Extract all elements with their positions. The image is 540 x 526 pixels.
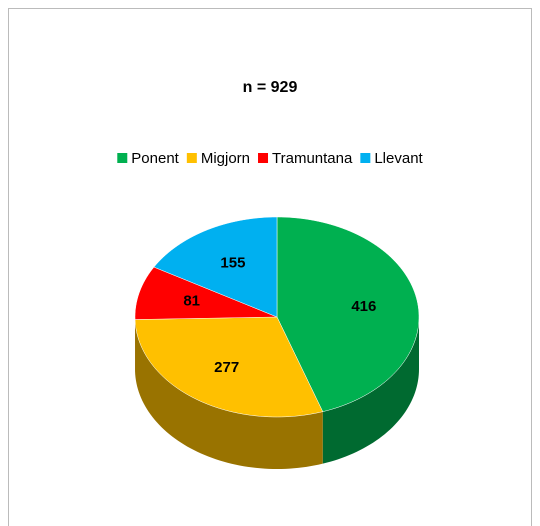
slice-side xyxy=(135,319,323,469)
slice xyxy=(276,216,420,412)
legend-label: Tramuntana xyxy=(272,150,353,167)
slice xyxy=(134,266,278,320)
slice xyxy=(153,216,278,318)
legend-swatch xyxy=(117,153,128,163)
chart-title: n = 929 xyxy=(243,79,298,96)
legend-swatch xyxy=(186,153,197,163)
legend-label: Ponent xyxy=(131,150,179,167)
slice-side xyxy=(322,317,419,464)
data-label: 277 xyxy=(214,359,239,376)
legend-swatch xyxy=(360,153,371,163)
data-label: 155 xyxy=(220,254,245,271)
legend-swatch xyxy=(258,153,269,163)
legend-label: Llevant xyxy=(374,150,423,167)
data-label: 416 xyxy=(351,298,376,315)
slice xyxy=(134,316,324,418)
data-label: 81 xyxy=(183,293,200,310)
legend-label: Migjorn xyxy=(201,150,250,167)
